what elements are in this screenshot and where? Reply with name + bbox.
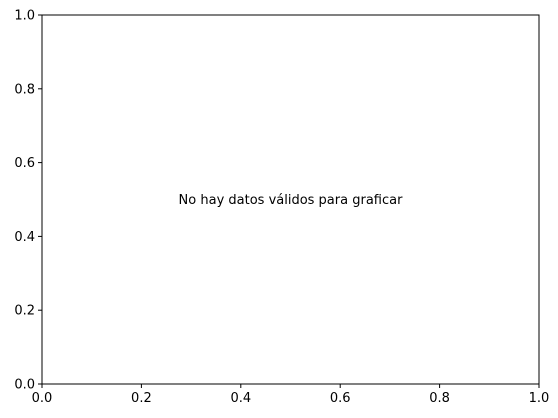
- x-tick-label: 0.8: [429, 391, 450, 406]
- y-tick-label: 1.0: [14, 9, 35, 24]
- y-tick-label: 0.6: [14, 156, 35, 171]
- y-tick-label: 0.8: [14, 82, 35, 97]
- x-tick-label: 0.4: [230, 391, 251, 406]
- y-tick-label: 0.0: [14, 378, 35, 393]
- y-tick-label: 0.4: [14, 230, 35, 245]
- axes-frame: [41, 14, 540, 385]
- plot-area: 0.0 0.2 0.4 0.6 0.8 1.0 0.0 0.2 0.4 0.6 0.8 1.0 No h…: [14, 9, 549, 407]
- y-tick-label: 0.2: [14, 304, 35, 319]
- x-tick-label: 0.2: [131, 391, 152, 406]
- no-data-message: No hay datos válidos para graficar: [179, 193, 404, 208]
- x-tick-label: 0.0: [32, 391, 53, 406]
- x-tick-label: 0.6: [330, 391, 351, 406]
- x-tick-label: 1.0: [529, 391, 550, 406]
